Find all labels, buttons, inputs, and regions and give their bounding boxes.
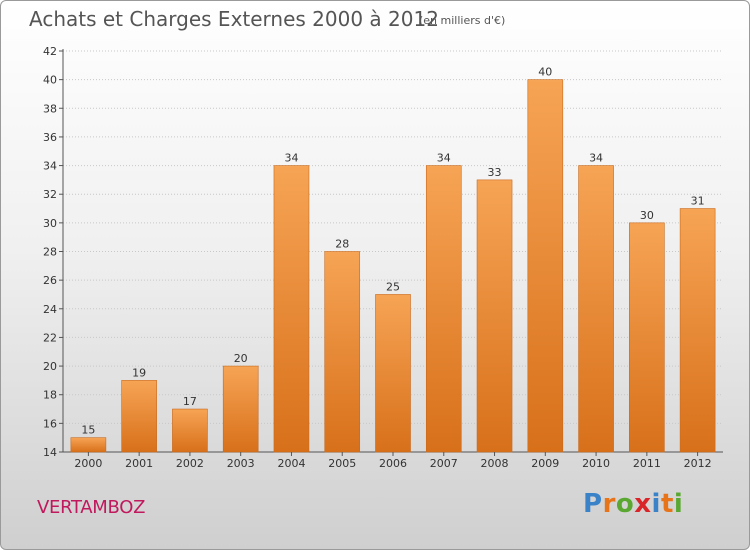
- proxiti-logo: Proxiti: [583, 489, 683, 519]
- bar-value-label: 17: [183, 395, 197, 408]
- bar-value-label: 34: [589, 152, 603, 165]
- bar-value-label: 40: [538, 66, 552, 79]
- x-tick-label: 2002: [176, 457, 204, 470]
- y-tick-label: 40: [43, 74, 57, 87]
- bar-value-label: 28: [335, 238, 349, 251]
- bar: [324, 251, 361, 453]
- bar: [375, 294, 411, 453]
- bar: [70, 437, 107, 453]
- bar: [273, 165, 310, 453]
- y-tick-label: 16: [43, 417, 57, 430]
- bar: [425, 165, 462, 453]
- bar-value-label: 20: [234, 352, 248, 365]
- y-tick-label: 32: [43, 188, 57, 201]
- x-tick-label: 2004: [277, 457, 305, 470]
- x-tick-label: 2006: [379, 457, 407, 470]
- logo-letter: t: [660, 489, 674, 519]
- logo-letter: r: [602, 489, 616, 519]
- bar: [172, 408, 208, 453]
- x-tick-label: 2008: [481, 457, 509, 470]
- bar: [476, 179, 513, 453]
- bar: [679, 208, 716, 453]
- bar: [527, 79, 564, 453]
- x-tick-label: 2001: [125, 457, 153, 470]
- x-tick-label: 2003: [227, 457, 255, 470]
- bar-value-label: 31: [691, 195, 705, 208]
- y-tick-label: 22: [43, 331, 57, 344]
- bar-value-label: 34: [437, 152, 451, 165]
- y-tick-label: 34: [43, 160, 57, 173]
- bar: [121, 380, 157, 453]
- bar-value-label: 15: [81, 424, 95, 437]
- place-name: VERTAMBOZ: [37, 497, 146, 518]
- y-tick-label: 24: [43, 303, 57, 316]
- y-tick-label: 42: [43, 45, 57, 58]
- x-tick-label: 2012: [684, 457, 712, 470]
- bar: [578, 165, 614, 453]
- y-tick-label: 18: [43, 389, 57, 402]
- bar: [629, 222, 665, 453]
- x-tick-label: 2009: [531, 457, 559, 470]
- bar-value-label: 25: [386, 280, 400, 293]
- y-tick-label: 20: [43, 360, 57, 373]
- bar-value-label: 30: [640, 209, 654, 222]
- x-tick-label: 2000: [74, 457, 102, 470]
- bar-value-label: 34: [284, 152, 298, 165]
- bar-value-label: 19: [132, 366, 146, 379]
- bar: [222, 365, 259, 453]
- chart-title: Achats et Charges Externes 2000 à 2012: [29, 7, 439, 31]
- x-tick-label: 2011: [633, 457, 661, 470]
- bar-value-label: 33: [488, 166, 502, 179]
- chart-unit: (en milliers d'€): [419, 14, 506, 27]
- logo-letter: i: [673, 489, 684, 519]
- y-tick-label: 30: [43, 217, 57, 230]
- y-tick-label: 28: [43, 246, 57, 259]
- x-tick-label: 2010: [582, 457, 610, 470]
- logo-letter: x: [634, 489, 652, 519]
- y-tick-label: 14: [43, 446, 57, 459]
- x-tick-label: 2005: [328, 457, 356, 470]
- logo-letter: o: [615, 489, 635, 519]
- y-tick-label: 36: [43, 131, 57, 144]
- y-tick-label: 26: [43, 274, 57, 287]
- logo-letter: i: [651, 489, 661, 519]
- logo-letter: P: [583, 489, 603, 519]
- x-tick-label: 2007: [430, 457, 458, 470]
- y-tick-label: 38: [43, 102, 57, 115]
